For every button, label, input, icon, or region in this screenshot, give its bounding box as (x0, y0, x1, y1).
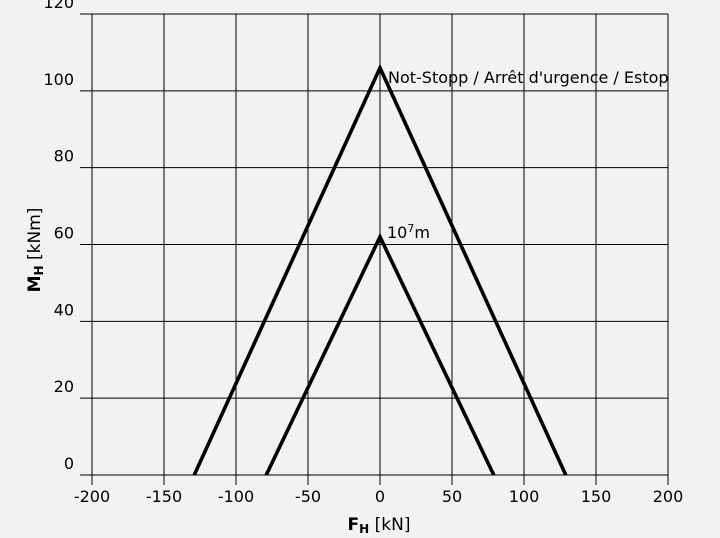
y-axis-unit: [kNm] (25, 208, 45, 266)
grid (80, 13, 669, 485)
x-axis-unit: [kN] (369, 515, 410, 535)
inner-label-superscript: 7 (407, 222, 414, 235)
x-tick-label: -200 (74, 487, 110, 506)
x-tick-label: 150 (581, 487, 612, 506)
y-tick-labels: 0 20 40 60 80 100 120 (43, 0, 74, 473)
x-tick-label: 0 (375, 487, 385, 506)
y-tick-label: 60 (54, 224, 74, 243)
series-line-2 (264, 232, 496, 476)
y-tick-label: 80 (54, 147, 74, 166)
x-tick-label: -100 (218, 487, 254, 506)
x-tick-label: 50 (442, 487, 462, 506)
x-tick-label: 100 (509, 487, 540, 506)
x-tick-label: -150 (146, 487, 182, 506)
y-axis-title: MH [kNm] (25, 208, 46, 293)
y-tick-label: 100 (43, 70, 74, 89)
y-tick-label: 120 (43, 0, 74, 12)
series-lines (192, 63, 568, 476)
outer-series-label: Not-Stopp / Arrêt d'urgence / Estop (388, 68, 669, 87)
x-tick-label: -50 (295, 487, 321, 506)
inner-series-label: 107m (387, 222, 430, 242)
y-tick-label: 0 (64, 454, 74, 473)
y-tick-label: 20 (54, 377, 74, 396)
x-axis-subscript: H (359, 522, 369, 536)
series-line-1 (192, 63, 568, 476)
inner-label-suffix: m (414, 223, 430, 242)
x-axis-symbol: F (348, 515, 360, 535)
x-tick-label: 200 (653, 487, 684, 506)
x-tick-labels: -200 -150 -100 -50 0 50 100 150 200 (74, 487, 683, 506)
y-axis-subscript: H (32, 265, 46, 275)
y-axis-symbol: M (25, 275, 45, 292)
x-axis-title: FH [kN] (348, 515, 411, 536)
inner-label-prefix: 10 (387, 223, 407, 242)
y-tick-label: 40 (54, 300, 74, 319)
